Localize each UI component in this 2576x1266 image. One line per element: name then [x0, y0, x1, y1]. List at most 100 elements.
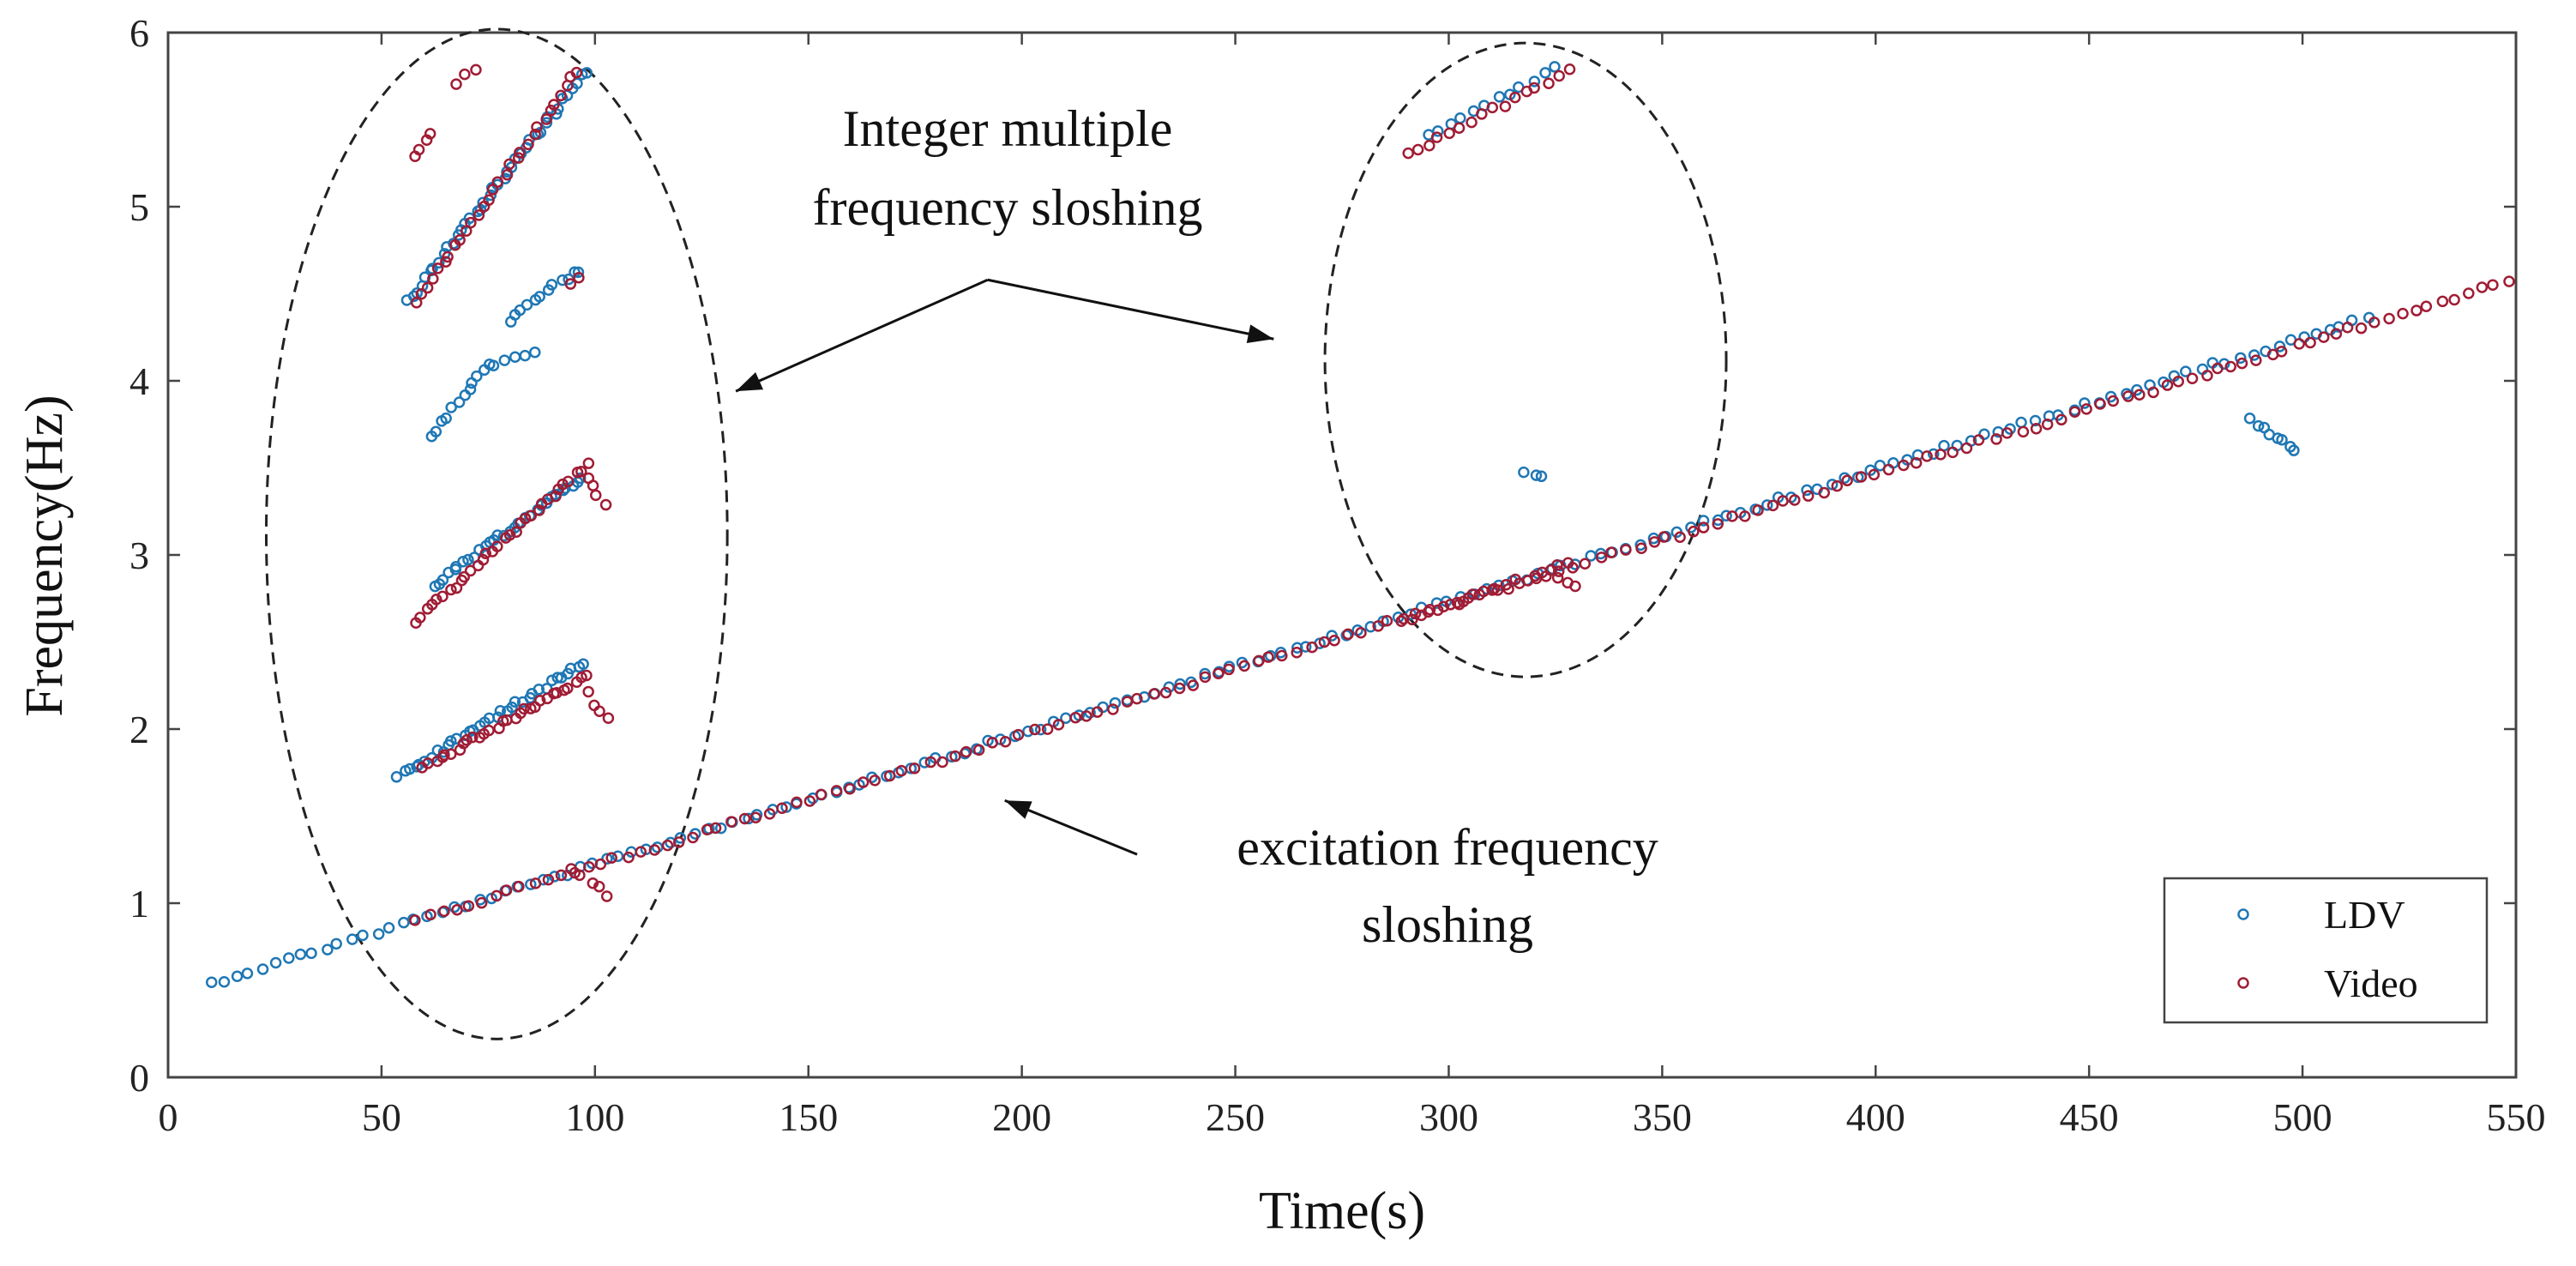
- data-point-video: [1635, 542, 1647, 555]
- data-point-ldv: [438, 248, 451, 260]
- data-point-video: [424, 128, 436, 140]
- data-point-ldv: [346, 933, 358, 945]
- data-point-ldv: [1364, 620, 1377, 633]
- data-point-video: [672, 836, 685, 848]
- data-point-video: [519, 512, 532, 525]
- data-point-video: [1411, 143, 1424, 156]
- data-point-video: [457, 737, 470, 750]
- data-point-video: [411, 297, 423, 309]
- data-point-video: [1777, 495, 1789, 507]
- data-point-video: [458, 570, 471, 583]
- y-tick-label: 3: [129, 534, 149, 577]
- data-point-video: [2001, 427, 2013, 439]
- data-point-video: [1415, 609, 1428, 622]
- data-point-video: [1960, 442, 1973, 455]
- data-point-ldv: [1761, 499, 1773, 511]
- data-point-ldv: [866, 771, 878, 783]
- data-point-video: [1648, 536, 1661, 548]
- arrow-to-excitation-line: [1004, 799, 1138, 856]
- data-point-video: [483, 194, 495, 207]
- data-point-video: [1935, 449, 1947, 461]
- data-point-video: [738, 812, 751, 825]
- data-point-video: [1486, 584, 1498, 596]
- data-point-video: [555, 89, 567, 102]
- data-point-video: [869, 775, 881, 787]
- data-point-video: [522, 138, 534, 151]
- data-point-video: [1148, 688, 1160, 700]
- data-point-video: [510, 526, 522, 539]
- x-tick-label: 400: [1846, 1095, 1905, 1139]
- data-point-ldv: [557, 484, 569, 497]
- data-point-video: [749, 811, 762, 824]
- data-point-ldv: [411, 761, 423, 773]
- data-point-video: [479, 547, 492, 560]
- data-point-ldv: [205, 976, 218, 988]
- series-video: [409, 63, 2515, 926]
- data-point-video: [2341, 321, 2354, 334]
- data-point-video: [949, 750, 961, 763]
- data-point-video: [2122, 390, 2134, 402]
- data-point-video: [1238, 660, 1250, 672]
- legend-marker-ldv: [2237, 908, 2249, 920]
- data-point-video: [1562, 557, 1574, 570]
- data-point-video: [451, 903, 463, 916]
- data-point-video: [2094, 398, 2106, 410]
- data-point-ldv: [714, 822, 727, 835]
- data-point-video: [815, 788, 828, 801]
- data-point-video: [503, 158, 515, 171]
- data-point-video: [491, 176, 503, 188]
- data-point-video: [1947, 446, 1959, 459]
- data-point-video: [1262, 651, 1274, 663]
- data-point-ldv: [1138, 690, 1151, 703]
- data-point-ldv: [390, 771, 403, 783]
- y-tick-label: 4: [129, 359, 149, 403]
- data-point-video: [2448, 293, 2460, 306]
- data-point-video: [1528, 81, 1540, 94]
- axis-ticks: 0 50 100 150 200 250 300 350 400 450 500 550 0 1 2 3 4 5 6: [129, 11, 2546, 1139]
- data-point-video: [589, 489, 602, 502]
- data-point-ldv: [1549, 61, 1561, 73]
- x-tick-label: 250: [1206, 1095, 1265, 1139]
- data-point-video: [1409, 607, 1422, 620]
- data-point-video: [1451, 596, 1464, 609]
- data-point-ldv: [575, 472, 587, 485]
- data-point-ldv: [2235, 352, 2247, 365]
- data-point-video: [550, 490, 562, 503]
- highlight-regions: [264, 27, 1728, 1040]
- data-point-ldv: [1518, 466, 1530, 479]
- data-point-video: [1921, 450, 1933, 462]
- data-point-video: [573, 272, 585, 284]
- data-point-video: [1223, 663, 1235, 676]
- data-point-video: [924, 756, 937, 769]
- data-point-video: [491, 540, 503, 552]
- data-point-video: [1395, 615, 1407, 627]
- data-point-video: [986, 737, 998, 749]
- data-point-video: [1551, 558, 1563, 571]
- x-tick-label: 150: [779, 1095, 838, 1139]
- data-point-ldv: [2273, 341, 2286, 353]
- data-point-video: [1291, 647, 1303, 659]
- data-point-video: [2041, 418, 2054, 431]
- data-point-video: [475, 896, 488, 909]
- data-point-video: [1486, 101, 1499, 114]
- data-point-video: [2107, 395, 2119, 407]
- annotation-integer-line2: frequency sloshing: [813, 179, 1203, 236]
- data-point-ldv: [1432, 125, 1444, 137]
- data-point-video: [1276, 649, 1288, 662]
- data-point-video: [1306, 641, 1318, 654]
- data-point-video: [465, 216, 477, 229]
- data-point-video: [635, 846, 647, 858]
- data-point-ldv: [611, 850, 624, 862]
- data-point-ldv: [1539, 67, 1551, 79]
- data-point-ldv: [521, 298, 533, 311]
- data-point-video: [583, 860, 595, 873]
- data-point-video: [599, 498, 612, 511]
- data-point-video: [2293, 338, 2305, 350]
- data-point-video: [460, 734, 472, 746]
- data-point-ldv: [218, 976, 231, 988]
- data-point-ldv: [1022, 725, 1034, 738]
- data-point-video: [1898, 459, 1910, 472]
- data-point-video: [593, 880, 605, 893]
- data-point-video: [1658, 531, 1670, 543]
- data-point-video: [600, 890, 613, 902]
